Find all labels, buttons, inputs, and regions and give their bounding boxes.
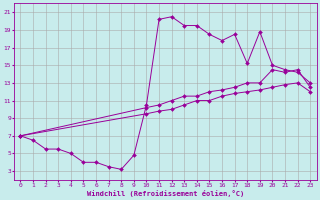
X-axis label: Windchill (Refroidissement éolien,°C): Windchill (Refroidissement éolien,°C): [87, 190, 244, 197]
